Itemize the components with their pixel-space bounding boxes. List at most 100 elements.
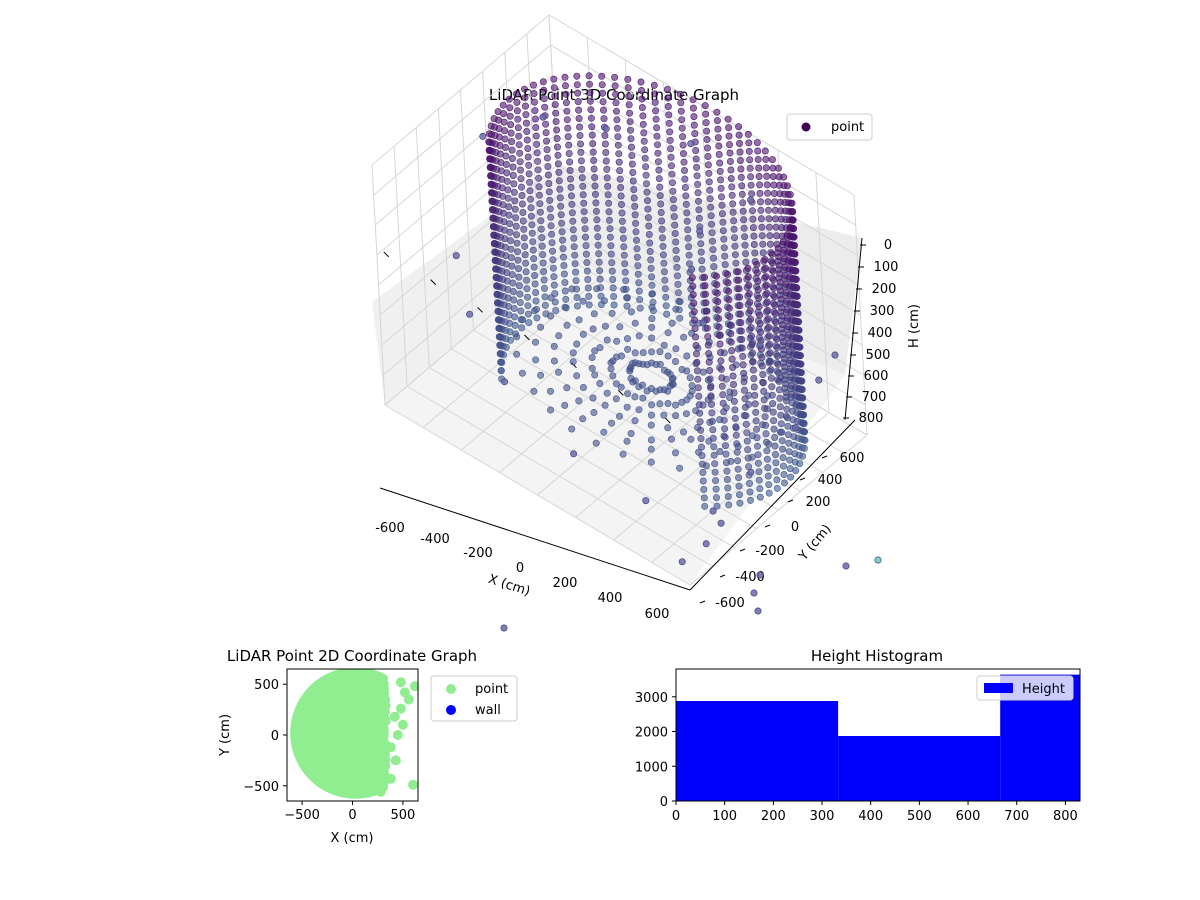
point-3d: [741, 225, 747, 231]
point-3d: [748, 191, 754, 197]
outlier-point-3d: [570, 451, 576, 457]
point-3d: [748, 182, 754, 188]
point-3d: [715, 307, 721, 313]
point-3d: [686, 252, 692, 258]
point-3d: [726, 502, 732, 508]
point-3d: [594, 286, 600, 292]
point-3d: [544, 155, 550, 161]
point-3d: [690, 105, 696, 111]
point-3d: [775, 361, 781, 367]
point-3d: [744, 438, 750, 444]
point-2d: [391, 755, 401, 765]
point-3d: [619, 210, 625, 216]
point-3d: [549, 240, 555, 246]
point-3d: [774, 344, 780, 350]
point-3d: [684, 218, 690, 224]
z-tick-label: 100: [874, 260, 899, 275]
point-3d: [487, 164, 493, 170]
point-3d: [759, 233, 765, 239]
point-3d: [549, 248, 555, 254]
point-3d: [643, 172, 649, 178]
point-3d: [581, 217, 587, 223]
point-3d: [673, 346, 679, 352]
point-3d: [498, 367, 504, 373]
point-3d: [718, 185, 724, 191]
point-3d: [557, 186, 563, 192]
point-3d: [533, 298, 539, 304]
point-3d: [566, 159, 572, 165]
point-3d: [771, 434, 777, 440]
scatter-3d-plot: LiDAR Point 3D Coordinate Graph -600-400…: [372, 15, 922, 631]
point-3d: [664, 311, 670, 317]
point-3d: [777, 395, 783, 401]
point-3d: [649, 282, 655, 288]
point-3d: [551, 358, 557, 364]
point-3d: [747, 308, 753, 314]
point-3d: [529, 222, 535, 228]
point-3d: [731, 398, 737, 404]
point-3d: [737, 311, 743, 317]
point-3d: [713, 486, 719, 492]
point-3d: [690, 97, 696, 103]
point-3d: [624, 391, 630, 397]
point-3d: [762, 414, 768, 420]
point-3d: [732, 252, 738, 258]
point-3d: [684, 353, 690, 359]
y-tick-label: 600: [840, 451, 865, 466]
point-3d: [522, 95, 528, 101]
point-3d: [488, 181, 494, 187]
point-3d: [602, 402, 608, 408]
point-3d: [653, 388, 659, 394]
point-3d: [780, 330, 786, 336]
point-3d: [575, 90, 581, 96]
point-3d: [627, 127, 633, 133]
outlier-point-3d: [466, 311, 472, 317]
point-3d: [574, 373, 580, 379]
point-3d: [711, 263, 717, 269]
point-2d: [386, 774, 396, 784]
point-3d: [516, 274, 522, 280]
legend-2d-marker-point: [446, 684, 456, 694]
point-3d: [540, 79, 546, 85]
point-3d: [531, 388, 537, 394]
point-3d: [522, 103, 528, 109]
point-3d: [648, 412, 654, 418]
point-3d: [711, 452, 717, 458]
point-3d: [537, 372, 543, 378]
point-3d: [636, 288, 642, 294]
point-3d: [717, 448, 723, 454]
point-3d: [550, 265, 556, 271]
point-3d: [762, 265, 768, 271]
x-tick-label-hist: 200: [761, 809, 786, 824]
x-tick-label: 600: [645, 607, 670, 622]
outlier-point-3d: [757, 572, 763, 578]
point-3d: [510, 172, 516, 178]
chart-2d-title: LiDAR Point 2D Coordinate Graph: [227, 647, 477, 665]
point-3d: [641, 138, 647, 144]
point-3d: [751, 375, 757, 381]
point-3d: [609, 259, 615, 265]
point-3d: [574, 73, 580, 79]
point-3d: [702, 283, 708, 289]
point-3d: [495, 108, 501, 114]
point-3d: [740, 200, 746, 206]
point-3d: [777, 288, 783, 294]
point-3d: [576, 317, 582, 323]
point-3d: [780, 338, 786, 344]
point-3d: [582, 234, 588, 240]
point-3d: [567, 176, 573, 182]
outlier-point-3d: [697, 228, 703, 234]
point-3d: [752, 401, 758, 407]
point-3d: [526, 179, 532, 185]
point-3d: [542, 294, 548, 300]
point-3d: [574, 294, 580, 300]
point-3d: [611, 74, 617, 80]
point-3d: [608, 243, 614, 249]
point-3d: [675, 281, 681, 287]
point-3d: [665, 425, 671, 431]
point-3d: [590, 395, 596, 401]
point-3d: [694, 359, 700, 365]
point-3d: [731, 390, 737, 396]
x-tick-label-hist: 800: [1053, 809, 1078, 824]
point-3d: [778, 421, 784, 427]
